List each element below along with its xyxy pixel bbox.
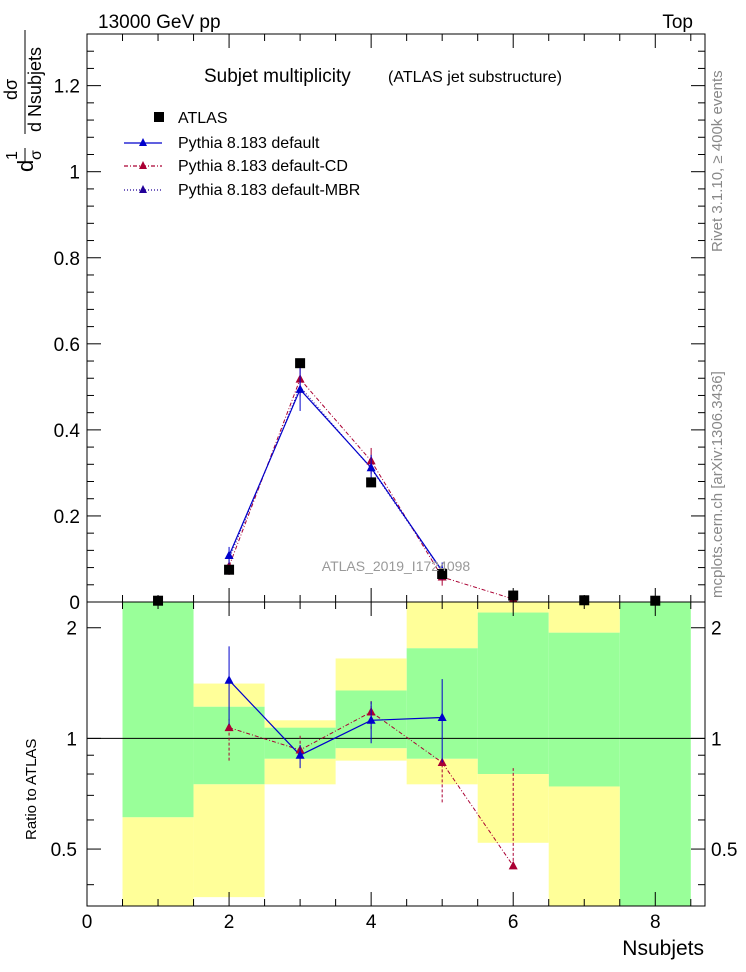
atlas-point-1 <box>224 564 235 575</box>
upper-ytick-label: 0.6 <box>54 335 80 356</box>
watermark: ATLAS_2019_I1724098 <box>322 558 471 574</box>
upper-ytick-label: 1.2 <box>54 77 80 98</box>
data-marks <box>153 358 661 870</box>
ylabel-dsigma: dσ <box>1 79 21 100</box>
default-point-1 <box>295 384 305 393</box>
atlas-point-3 <box>366 477 377 488</box>
atlas-point-4 <box>437 569 448 580</box>
default-line <box>228 388 443 572</box>
lower-frame <box>86 601 706 907</box>
legend-atlas-label: ATLAS <box>178 110 228 127</box>
legend-default-marker <box>139 138 147 146</box>
yellow-band-low-0 <box>122 817 194 906</box>
ratio-cd-point-4 <box>508 860 518 870</box>
xtick-label: 6 <box>508 912 519 933</box>
lower-ytick-label-right: 1 <box>711 729 722 750</box>
ratio-default-point-3 <box>437 712 447 721</box>
ylabel-d: d <box>13 160 38 172</box>
green-band-6 <box>548 632 620 787</box>
rivet-label: Rivet 3.1.10, ≥ 400k events <box>709 70 726 252</box>
xtick-label: 8 <box>650 912 661 933</box>
upper-ytick-label: 1 <box>69 163 80 184</box>
ratio-default-point-0 <box>224 675 234 684</box>
energy-label: 13000 GeV pp <box>98 12 221 33</box>
green-band-0 <box>122 602 194 818</box>
x-axis-label: Nsubjets <box>622 937 704 960</box>
ylabel-sigma: σ <box>28 150 45 160</box>
chart-title: Subjet multiplicity <box>204 66 351 87</box>
yellow-band-low-1 <box>193 784 265 898</box>
xtick-label: 4 <box>366 912 377 933</box>
legend-cd-marker <box>139 161 147 169</box>
mcplots-label: mcplots.cern.ch [arXiv:1306.3436] <box>709 371 726 598</box>
legend-default-label: Pythia 8.183 default <box>178 135 320 152</box>
upper-ytick-label: 0.2 <box>54 507 80 528</box>
lower-ytick-label: 0.5 <box>51 840 77 861</box>
yellow-band-low-3 <box>335 748 407 761</box>
default-point-0 <box>224 550 234 560</box>
upper-y-axis-label: dσ d Nsubjets d 1 σ <box>1 30 45 172</box>
chart-subtitle: (ATLAS jet substructure) <box>388 69 562 86</box>
default-point-2 <box>366 462 376 472</box>
yellow-band-low-6 <box>548 786 620 906</box>
upper-ytick-label: 0 <box>69 593 80 614</box>
yellow-band-high-3 <box>335 658 407 691</box>
lower-ytick-label-right: 2 <box>711 619 722 640</box>
legend-mbr-marker <box>139 185 147 193</box>
ylabel-dvar: d Nsubjets <box>25 47 45 132</box>
yellow-band-high-4 <box>406 602 478 649</box>
legend-mbr-label: Pythia 8.183 default-MBR <box>178 182 360 199</box>
green-band-5 <box>477 612 549 775</box>
ratio-cd-point-0 <box>224 722 234 732</box>
legend-atlas-marker <box>154 112 164 122</box>
ratio-default-line <box>228 679 443 756</box>
atlas-point-2 <box>295 358 306 369</box>
upper-ytick-label: 0.8 <box>54 249 80 270</box>
green-band-7 <box>619 602 691 906</box>
lower-ytick-label: 1 <box>66 729 77 750</box>
ratio-default-point-2 <box>366 715 376 724</box>
axes: 0 2 4 6 8 0 0.2 0.4 0.6 0.8 1 1.2 0.5 1 2 0.5 1 2 <box>51 33 737 933</box>
legend-cd-label: Pythia 8.183 default-CD <box>178 158 348 175</box>
xtick-label: 0 <box>82 912 93 933</box>
upper-ytick-label: 0.4 <box>54 421 81 442</box>
yellow-band-high-2 <box>264 720 336 728</box>
xtick-label: 2 <box>224 912 235 933</box>
legend: ATLAS Pythia 8.183 default Pythia 8.183 … <box>124 110 360 199</box>
lower-ytick-label-right: 0.5 <box>711 840 737 861</box>
ylabel-one: 1 <box>4 151 21 160</box>
lower-ytick-label: 2 <box>66 619 77 640</box>
ratio-default-point-1 <box>295 750 305 759</box>
lower-y-axis-label: Ratio to ATLAS <box>23 739 40 840</box>
ratio-bands <box>87 602 705 906</box>
process-label: Top <box>662 12 693 33</box>
